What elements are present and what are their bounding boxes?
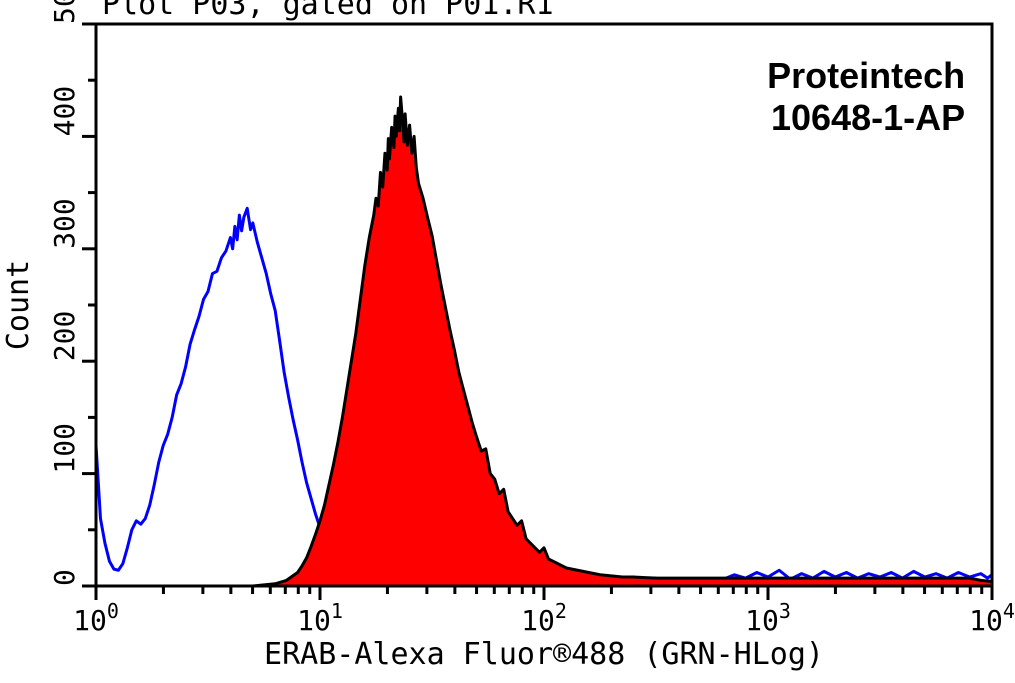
y-tick-label: 500 — [48, 0, 81, 24]
chart-title: Plot P03, gated on P01.R1 — [102, 0, 554, 22]
x-axis-label: ERAB-Alexa Fluor®488 (GRN-HLog) — [264, 637, 824, 672]
y-tick-label: 200 — [48, 311, 81, 362]
y-tick-label: 300 — [48, 198, 81, 249]
y-axis-label: Count — [1, 260, 36, 350]
annotation-catalog: 10648-1-AP — [771, 97, 965, 138]
y-tick-label: 100 — [48, 423, 81, 474]
y-tick-label: 0 — [48, 569, 81, 586]
annotation-brand: Proteintech — [767, 55, 965, 96]
flow-cytometry-histogram: 0100200300400500Count100101102103104ERAB… — [0, 0, 1015, 683]
chart-container: 0100200300400500Count100101102103104ERAB… — [0, 0, 1015, 683]
y-tick-label: 400 — [48, 86, 81, 137]
